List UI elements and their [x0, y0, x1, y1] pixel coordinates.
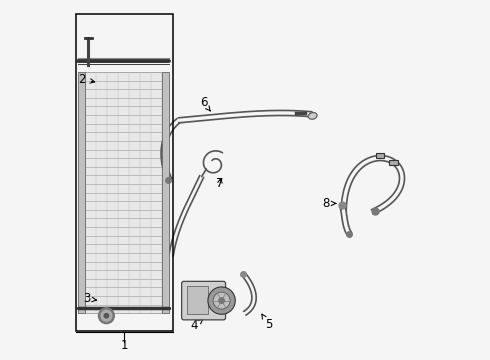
Circle shape [219, 298, 224, 303]
Bar [376, 153, 384, 158]
Text: 6: 6 [200, 96, 210, 111]
Text: 2: 2 [78, 73, 95, 86]
Bar [85, 72, 162, 313]
Text: 5: 5 [262, 314, 272, 330]
FancyBboxPatch shape [182, 282, 225, 320]
Bar [162, 72, 169, 313]
Text: 8: 8 [322, 197, 336, 210]
Text: 4: 4 [191, 319, 203, 332]
Bar [187, 287, 208, 314]
Ellipse shape [308, 113, 317, 119]
Text: 1: 1 [121, 339, 128, 352]
Bar [76, 14, 173, 331]
Circle shape [101, 310, 112, 321]
Circle shape [208, 287, 235, 314]
Circle shape [98, 308, 114, 324]
Circle shape [213, 292, 230, 309]
Text: 7: 7 [216, 177, 223, 190]
Bar [78, 72, 85, 313]
Circle shape [104, 314, 109, 318]
Text: 3: 3 [83, 292, 97, 305]
Bar [389, 160, 398, 165]
